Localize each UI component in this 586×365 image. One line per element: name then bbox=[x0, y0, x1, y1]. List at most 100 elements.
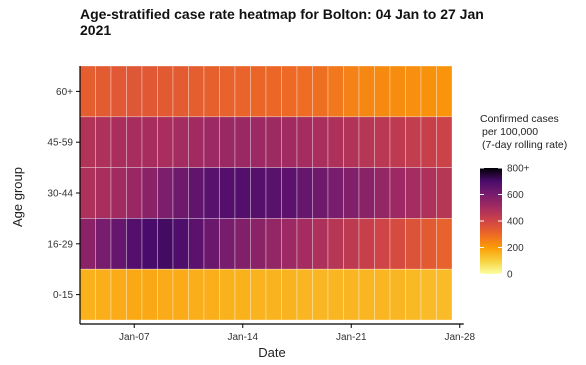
heatmap-cell bbox=[389, 65, 406, 118]
heatmap-cell bbox=[188, 65, 205, 118]
heatmap-cell bbox=[141, 167, 158, 219]
heatmap-cell bbox=[420, 167, 437, 219]
heatmap-cell bbox=[312, 268, 329, 321]
heatmap-cell bbox=[110, 65, 127, 118]
heatmap-cell bbox=[234, 116, 251, 168]
heatmap-cell bbox=[327, 167, 344, 219]
heatmap-cell bbox=[405, 116, 422, 168]
heatmap-cell bbox=[219, 167, 236, 219]
heatmap-cell bbox=[141, 268, 158, 321]
heatmap-cell bbox=[265, 268, 282, 321]
heatmap-cell bbox=[250, 116, 267, 168]
heatmap-cell bbox=[312, 65, 329, 118]
heatmap-cell bbox=[436, 116, 453, 168]
heatmap-cell bbox=[250, 268, 267, 321]
legend-tick-label: 400 bbox=[507, 217, 524, 228]
y-tick-label: 0-15 bbox=[53, 290, 73, 301]
heatmap-cell bbox=[389, 116, 406, 168]
heatmap-cell bbox=[157, 268, 174, 321]
heatmap-cell bbox=[281, 65, 298, 118]
heatmap-cell bbox=[358, 218, 375, 270]
heatmap-cell bbox=[312, 116, 329, 168]
heatmap-cell bbox=[203, 65, 220, 118]
heatmap-cell bbox=[327, 268, 344, 321]
legend-title-line-2: per 100,000 bbox=[482, 126, 538, 138]
heatmap-cell bbox=[343, 218, 360, 270]
heatmap-cell bbox=[281, 268, 298, 321]
heatmap-cell bbox=[79, 116, 96, 168]
heatmap-cell bbox=[358, 167, 375, 219]
heatmap-cell bbox=[389, 268, 406, 321]
heatmap-cell bbox=[219, 65, 236, 118]
heatmap-cell bbox=[420, 65, 437, 118]
heatmap-cell bbox=[296, 218, 313, 270]
y-axis-title: Age group bbox=[10, 167, 25, 227]
y-tick-label: 30-44 bbox=[47, 189, 73, 200]
heatmap-cell bbox=[358, 268, 375, 321]
heatmap-cell bbox=[405, 218, 422, 270]
heatmap-cell bbox=[405, 65, 422, 118]
heatmap-cell bbox=[234, 268, 251, 321]
heatmap-cell bbox=[126, 268, 143, 321]
heatmap-cell bbox=[405, 167, 422, 219]
x-axis-title: Date bbox=[258, 345, 285, 360]
heatmap-cell bbox=[95, 65, 112, 118]
heatmap-cell bbox=[79, 167, 96, 219]
heatmap-cell bbox=[296, 167, 313, 219]
heatmap-cell bbox=[95, 268, 112, 321]
heatmap-cell bbox=[343, 167, 360, 219]
heatmap-cell bbox=[358, 65, 375, 118]
heatmap-cell bbox=[126, 116, 143, 168]
heatmap-cell bbox=[250, 218, 267, 270]
heatmap-cell bbox=[250, 167, 267, 219]
heatmap-cell bbox=[203, 167, 220, 219]
heatmap-cell bbox=[358, 116, 375, 168]
heatmap-cells bbox=[79, 65, 453, 321]
heatmap-cell bbox=[79, 218, 96, 270]
heatmap-cell bbox=[234, 218, 251, 270]
heatmap-cell bbox=[374, 65, 391, 118]
heatmap-cell bbox=[265, 65, 282, 118]
heatmap-cell bbox=[126, 218, 143, 270]
heatmap-cell bbox=[250, 65, 267, 118]
x-tick-label: Jan-07 bbox=[119, 332, 150, 343]
heatmap-cell bbox=[157, 116, 174, 168]
y-tick-label: 60+ bbox=[56, 87, 73, 98]
heatmap-cell bbox=[436, 167, 453, 219]
color-legend: Confirmed cases per 100,000 (7-day rolli… bbox=[480, 113, 567, 281]
heatmap-cell bbox=[405, 268, 422, 321]
heatmap-cell bbox=[172, 65, 189, 118]
heatmap-cell bbox=[188, 218, 205, 270]
chart-title-line-1: Age-stratified case rate heatmap for Bol… bbox=[80, 6, 484, 22]
heatmap-cell bbox=[420, 268, 437, 321]
heatmap-cell bbox=[327, 218, 344, 270]
heatmap-cell bbox=[265, 167, 282, 219]
heatmap-cell bbox=[436, 268, 453, 321]
heatmap-cell bbox=[172, 268, 189, 321]
heatmap-cell bbox=[374, 218, 391, 270]
heatmap-cell bbox=[79, 268, 96, 321]
heatmap-cell bbox=[141, 218, 158, 270]
heatmap-cell bbox=[374, 268, 391, 321]
heatmap-cell bbox=[95, 167, 112, 219]
heatmap-cell bbox=[312, 218, 329, 270]
heatmap-cell bbox=[141, 116, 158, 168]
y-tick-label: 45-59 bbox=[47, 138, 73, 149]
heatmap-cell bbox=[234, 167, 251, 219]
heatmap-cell bbox=[374, 116, 391, 168]
heatmap-cell bbox=[110, 116, 127, 168]
heatmap-cell bbox=[219, 116, 236, 168]
legend-title-line-3: (7-day rolling rate) bbox=[482, 139, 567, 151]
heatmap-cell bbox=[188, 116, 205, 168]
heatmap-cell bbox=[436, 65, 453, 118]
legend-tick-label: 200 bbox=[507, 243, 524, 254]
heatmap-cell bbox=[157, 218, 174, 270]
y-tick-label: 16-29 bbox=[47, 239, 73, 250]
legend-tick-label: 800+ bbox=[507, 164, 530, 175]
heatmap-cell bbox=[219, 268, 236, 321]
heatmap-cell bbox=[126, 65, 143, 118]
x-tick-label: Jan-14 bbox=[227, 332, 258, 343]
heatmap-cell bbox=[327, 65, 344, 118]
heatmap-cell bbox=[95, 116, 112, 168]
